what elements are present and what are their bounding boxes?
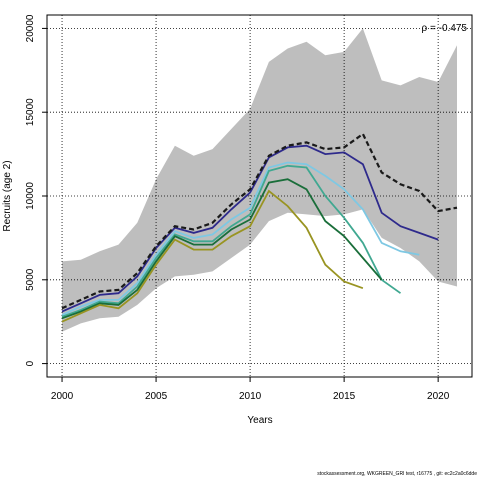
rho-annotation: ρ = -0.475 xyxy=(422,23,468,34)
y-tick-label: 0 xyxy=(25,360,36,366)
series-line xyxy=(61,189,364,323)
x-tick-label: 2000 xyxy=(51,391,74,402)
series-line xyxy=(61,144,439,313)
y-tick-label: 20000 xyxy=(25,14,36,42)
x-tick-label: 2005 xyxy=(145,391,168,402)
x-tick-label: 2015 xyxy=(333,391,356,402)
series-line xyxy=(61,178,383,320)
series-line xyxy=(61,164,402,318)
x-axis-title: Years xyxy=(247,415,272,426)
axes-layer: 2000 2005 2010 2015 2020 0 5000 10000 15000 20000 xyxy=(25,14,473,402)
x-tick-label: 2020 xyxy=(427,391,450,402)
y-tick-label: 5000 xyxy=(25,268,36,291)
series-line xyxy=(61,161,420,316)
series-layer xyxy=(61,132,458,323)
x-tick-label: 2010 xyxy=(239,391,262,402)
grid-layer xyxy=(47,15,472,377)
y-axis-title: Recruits (age 2) xyxy=(2,160,13,231)
y-tick-label: 15000 xyxy=(25,98,36,126)
series-line-reference xyxy=(61,132,458,310)
footer-credit: stockassessment.org, WKGREEN_GRI test, r… xyxy=(317,471,477,477)
y-tick-label: 10000 xyxy=(25,182,36,210)
